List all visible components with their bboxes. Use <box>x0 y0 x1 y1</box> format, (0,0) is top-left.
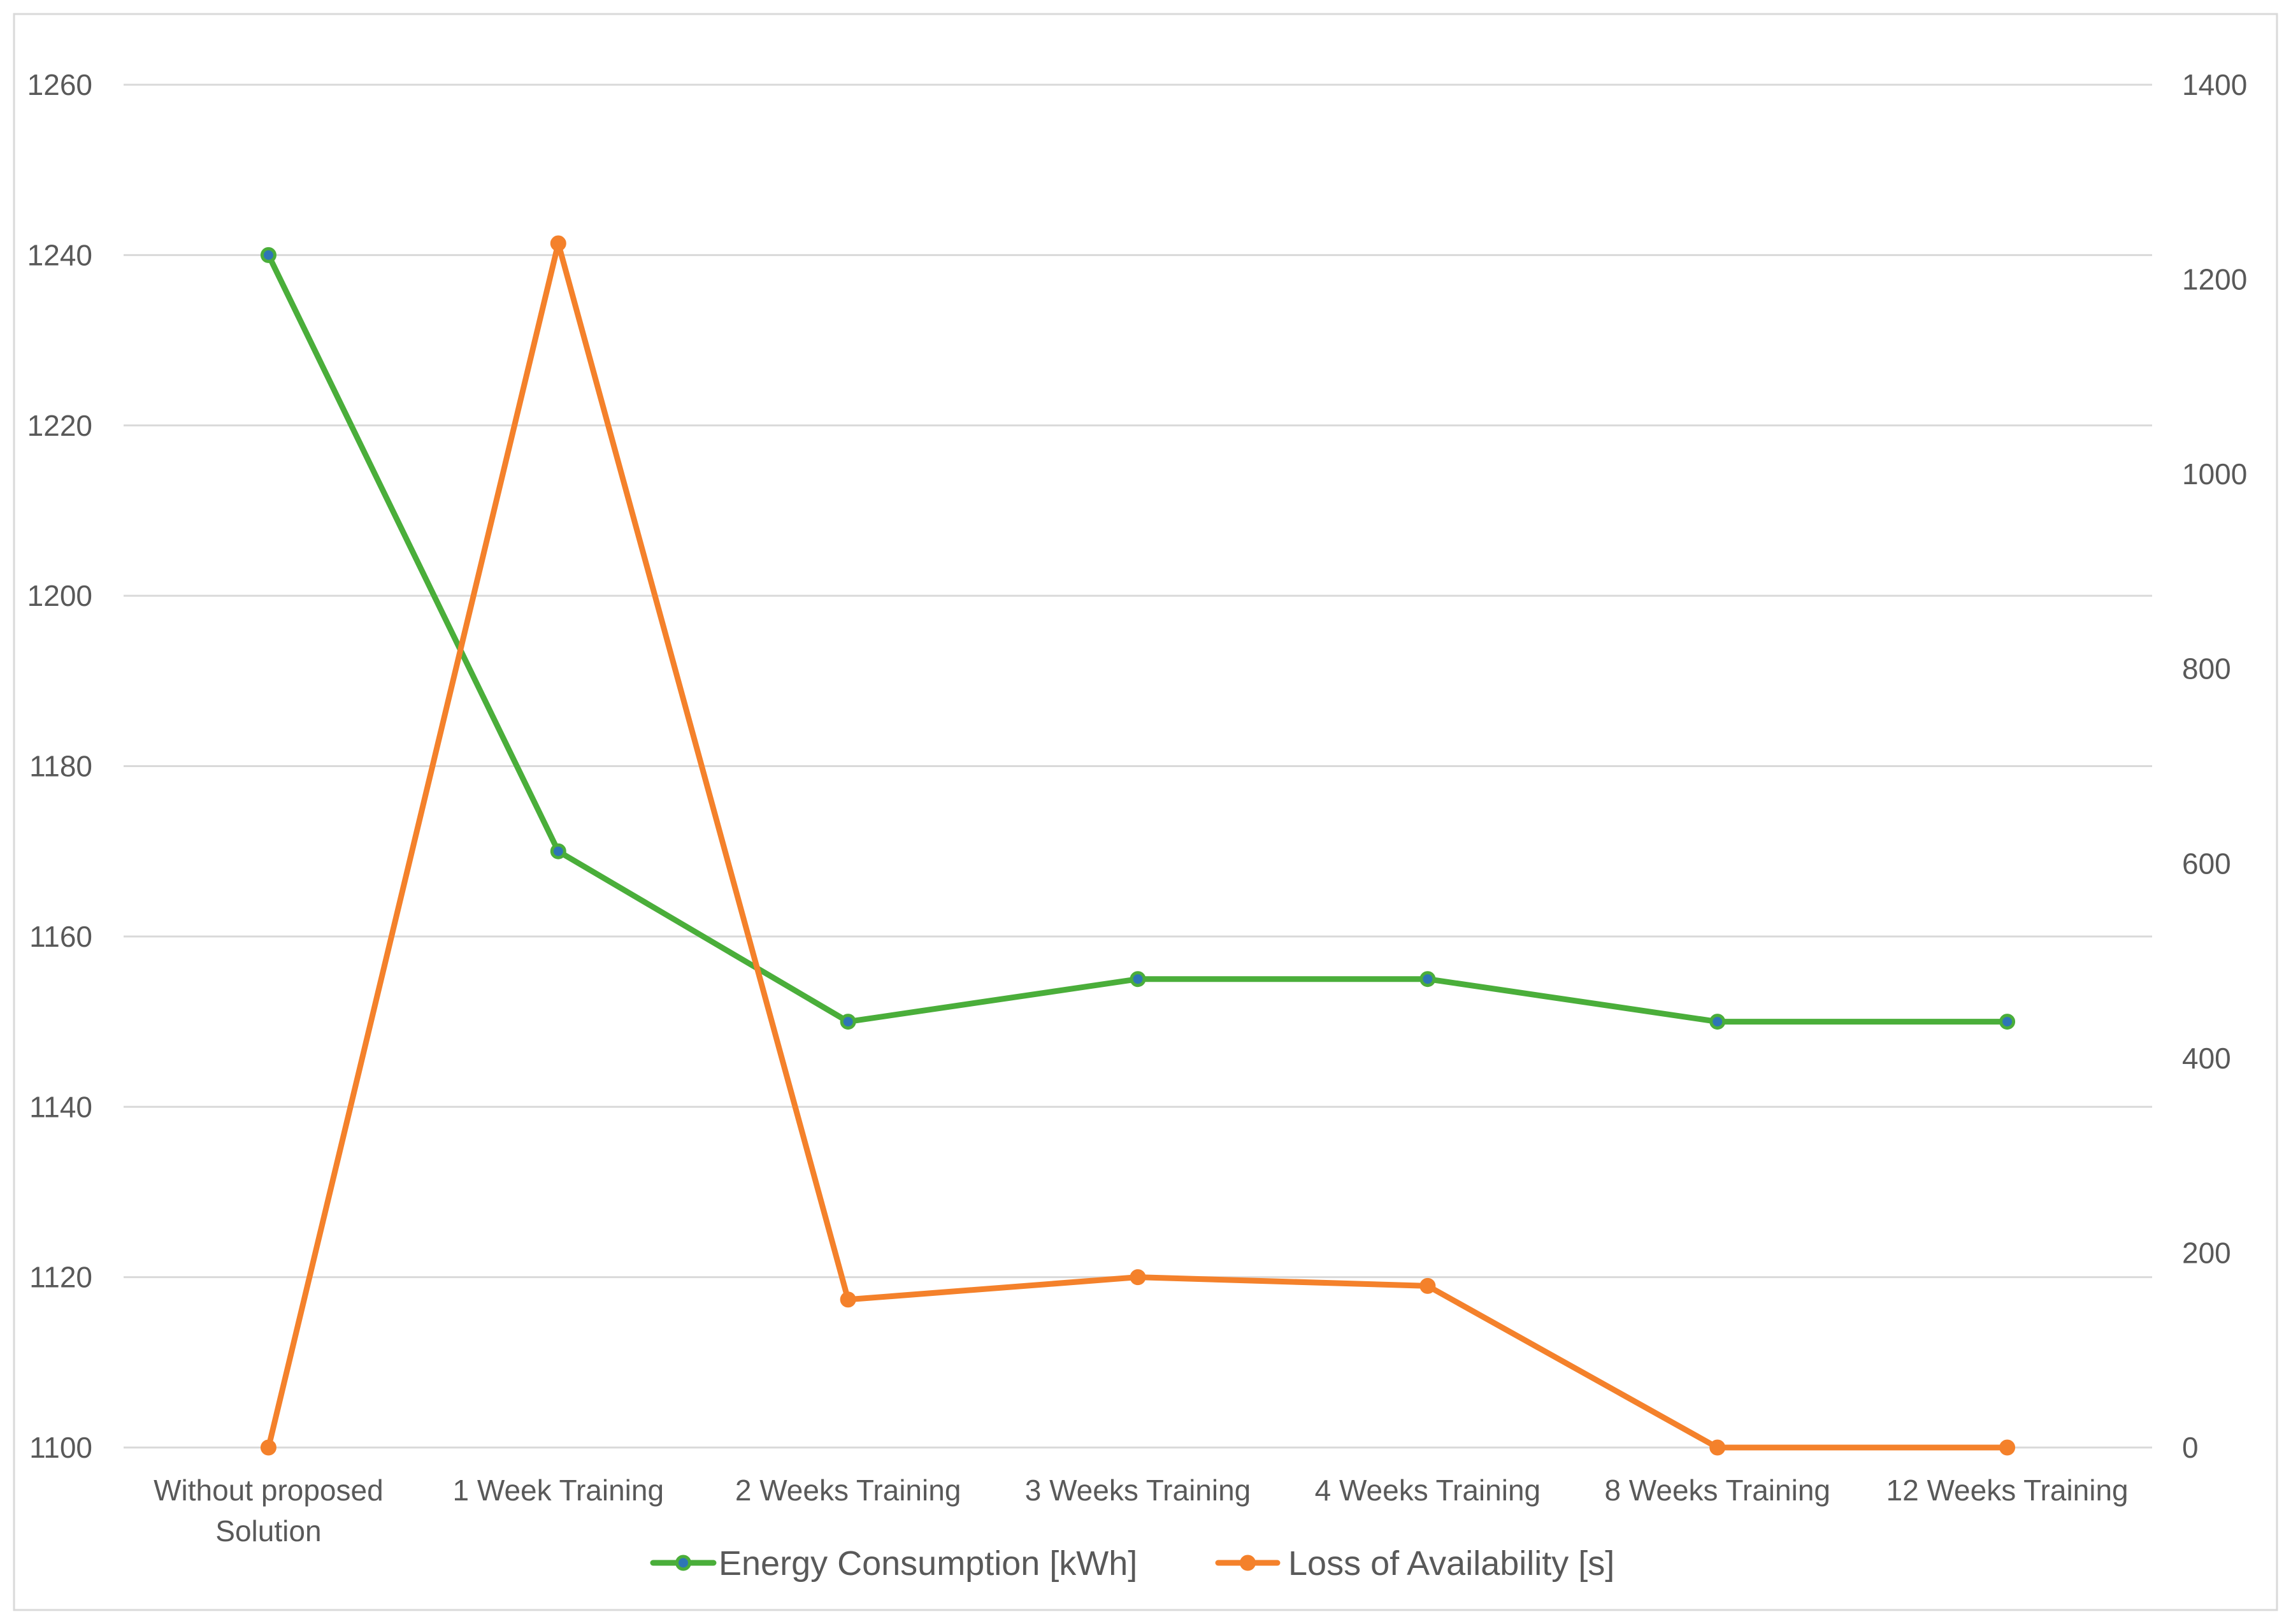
right-tick-label: 800 <box>2182 652 2231 686</box>
left-tick-label: 1140 <box>29 1090 92 1123</box>
right-tick-label: 1000 <box>2182 457 2247 491</box>
series-lines <box>260 235 2016 1456</box>
category-label: 1 Week Training <box>453 1474 664 1507</box>
left-tick-label: 1220 <box>27 409 92 442</box>
legend-item: Energy Consumption [kWh] <box>650 1544 1137 1583</box>
legend-swatch-marker <box>675 1555 691 1571</box>
category-label: 8 Weeks Training <box>1604 1474 1830 1507</box>
category-label: Without proposed Solution <box>154 1474 384 1548</box>
data-point <box>260 1439 276 1456</box>
left-tick-label: 1160 <box>29 920 92 953</box>
data-point <box>550 843 566 859</box>
data-point <box>1709 1014 1726 1030</box>
left-tick-label: 1120 <box>29 1261 92 1294</box>
data-point <box>1999 1439 2016 1456</box>
legend-item: Loss of Availability [s] <box>1215 1544 1614 1583</box>
right-tick-label: 600 <box>2182 847 2231 880</box>
chart-border <box>13 13 2278 1611</box>
category-label: 3 Weeks Training <box>1025 1474 1251 1507</box>
data-point <box>1130 1269 1146 1286</box>
legend-label: Energy Consumption [kWh] <box>719 1544 1137 1583</box>
category-label: 2 Weeks Training <box>735 1474 961 1507</box>
x-axis-categories: Without proposed Solution 1 Week Training 2… <box>154 1474 2128 1548</box>
right-tick-label: 0 <box>2182 1431 2199 1464</box>
series-loss-of-availability <box>260 235 2016 1456</box>
right-y-axis: 0 200 400 600 800 1000 1200 1400 <box>2182 68 2247 1464</box>
left-y-axis: 1100 1120 1140 1160 1180 1200 1220 1240 1260 <box>27 68 92 1464</box>
data-point <box>1419 971 1436 988</box>
left-tick-label: 1240 <box>27 238 92 271</box>
legend-label: Loss of Availability [s] <box>1288 1544 1614 1583</box>
data-point <box>1999 1014 2016 1030</box>
data-point <box>840 1014 856 1030</box>
data-point <box>550 235 566 252</box>
series-energy-consumption <box>260 247 2016 1030</box>
data-point <box>1130 971 1146 988</box>
data-point <box>840 1291 856 1308</box>
category-label: 12 Weeks Training <box>1886 1474 2129 1507</box>
legend-swatch-marker <box>1240 1555 1256 1571</box>
data-point <box>260 247 276 263</box>
left-tick-label: 1100 <box>29 1431 92 1464</box>
data-point <box>1709 1439 1726 1456</box>
right-tick-label: 1400 <box>2182 68 2247 101</box>
left-tick-label: 1200 <box>27 579 92 612</box>
data-point <box>1419 1277 1436 1294</box>
category-label: 4 Weeks Training <box>1315 1474 1541 1507</box>
legend: Energy Consumption [kWh] Loss of Availabi… <box>650 1544 1614 1583</box>
left-tick-label: 1180 <box>29 750 92 783</box>
right-tick-label: 1200 <box>2182 263 2247 296</box>
right-tick-label: 400 <box>2182 1042 2231 1075</box>
left-tick-label: 1260 <box>27 68 92 101</box>
right-tick-label: 200 <box>2182 1236 2231 1269</box>
